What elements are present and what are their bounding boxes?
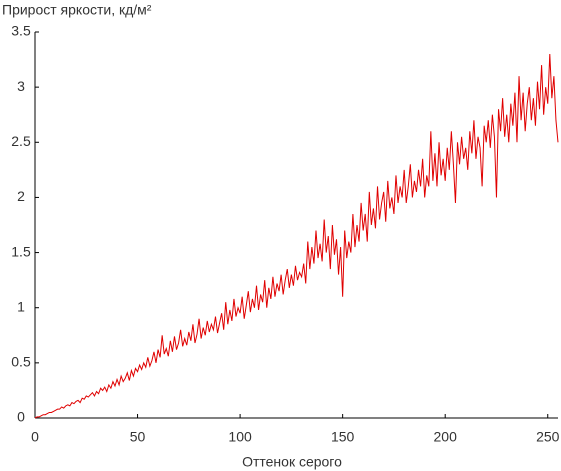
x-tick-label: 250 (536, 429, 560, 445)
y-tick-label: 1.5 (11, 243, 31, 259)
y-tick-label: 1 (17, 298, 25, 314)
x-axis-title: Оттенок серого (242, 454, 342, 470)
data-line (34, 54, 559, 419)
y-axis-title: Прирост яркости, кд/м² (2, 2, 152, 18)
y-tick-label: 0 (17, 409, 25, 425)
x-tick-label: 200 (434, 429, 458, 445)
y-tick-label: 3.5 (11, 23, 31, 39)
x-tick-label: 100 (228, 429, 252, 445)
x-tick-label: 0 (31, 429, 39, 445)
y-tick-label: 2.5 (11, 133, 31, 149)
y-tick-label: 0.5 (11, 354, 31, 370)
x-tick-label: 150 (331, 429, 355, 445)
y-tick-label: 2 (17, 188, 25, 204)
y-tick-label: 3 (17, 78, 25, 94)
x-tick-label: 50 (130, 429, 146, 445)
